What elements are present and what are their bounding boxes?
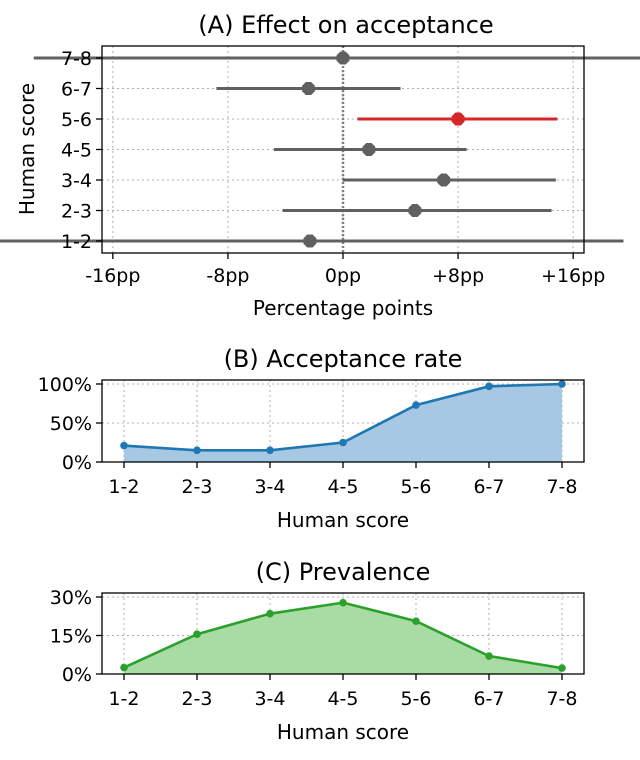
panel-b-xtick-label: 2-3 xyxy=(181,476,212,498)
panel-a-ytick-label: 6-7 xyxy=(61,79,92,101)
panel-c-xtick-label: 1-2 xyxy=(108,688,139,710)
panel-b-xtick-label: 6-7 xyxy=(473,476,504,498)
panel-c-title: (C) Prevalence xyxy=(256,558,431,586)
panel-b-data-point xyxy=(120,441,128,450)
panel-b-data-point xyxy=(266,446,274,455)
panel-a-xtick-label: -16pp xyxy=(85,265,140,287)
panel-a-estimate-point xyxy=(302,82,315,95)
panel-a-ytick-label: 7-8 xyxy=(61,48,92,70)
panel-a-ylabel: Human score xyxy=(15,83,39,215)
panel-b-frame xyxy=(101,379,585,463)
panel-c-area-fill xyxy=(124,602,562,674)
panel-c-ytick-label: 30% xyxy=(50,587,92,609)
panel-a-xtick-label: +16pp xyxy=(541,265,605,287)
panel-a-xtick-label: -8pp xyxy=(206,265,249,287)
panel-c-data-point xyxy=(266,609,274,618)
panel-a-frame xyxy=(101,45,585,254)
panel-a-estimate-point xyxy=(437,173,451,187)
panel-b-xlabel: Human score xyxy=(277,508,409,532)
panel-a-ytick-label: 5-6 xyxy=(61,109,92,131)
panel-a-estimate-point xyxy=(303,234,317,248)
panel-c-area-chart: (C) Prevalence Human score 1-2 2-3 3-4 4-5 5… xyxy=(50,558,585,744)
panel-c-ytick-label: 15% xyxy=(50,626,92,648)
panel-b-xtick-label: 7-8 xyxy=(546,476,577,498)
panel-a-ytick-label: 4-5 xyxy=(61,140,92,162)
panel-b-data-point xyxy=(485,382,493,391)
panel-c-data-point xyxy=(558,664,566,672)
panel-c-data-point xyxy=(339,598,347,607)
panel-a-ytick-label: 3-4 xyxy=(61,170,92,192)
panel-c-xtick-label: 6-7 xyxy=(473,688,504,710)
panel-b-data-point xyxy=(412,401,420,409)
panel-a-xtick-label: 0pp xyxy=(325,265,361,287)
panel-a-forest-plot: (A) Effect on acceptance Human score Per… xyxy=(0,11,640,320)
panel-c-xtick-label: 3-4 xyxy=(254,688,285,710)
panel-b-area-fill xyxy=(124,384,562,462)
panel-a-estimate-point xyxy=(336,51,350,65)
panel-b-ytick-label: 0% xyxy=(62,452,92,474)
panel-a-estimate-point xyxy=(451,112,465,126)
panel-c-xlabel: Human score xyxy=(277,720,409,744)
panel-b-data-point xyxy=(193,446,201,455)
panel-c-frame xyxy=(101,592,585,675)
panel-c-data-point xyxy=(485,652,493,660)
panel-b-xtick-label: 3-4 xyxy=(254,476,285,498)
panel-b-ytick-label: 100% xyxy=(38,374,92,396)
panel-c-ytick-label: 0% xyxy=(62,664,92,686)
panel-c-xtick-label: 2-3 xyxy=(181,688,212,710)
panel-b-xtick-label: 1-2 xyxy=(108,476,139,498)
panel-b-xtick-label: 4-5 xyxy=(327,476,358,498)
panel-b-title: (B) Acceptance rate xyxy=(224,345,463,373)
panel-a-ytick-label: 1-2 xyxy=(61,231,92,253)
panel-c-data-point xyxy=(193,630,201,639)
panel-b-area-chart: (B) Acceptance rate Human score 1-2 2-3 3-… xyxy=(38,345,585,532)
panel-c-xtick-label: 5-6 xyxy=(400,688,431,710)
panel-a-title: (A) Effect on acceptance xyxy=(198,11,493,39)
panel-b-xtick-label: 5-6 xyxy=(400,476,431,498)
panel-c-xtick-label: 7-8 xyxy=(546,688,577,710)
panel-c-data-point xyxy=(120,663,128,672)
panel-a-xtick-label: +8pp xyxy=(432,265,484,287)
panel-a-ytick-label: 2-3 xyxy=(61,201,92,223)
panel-b-data-point xyxy=(339,438,347,447)
panel-a-xlabel: Percentage points xyxy=(253,296,433,320)
panel-b-data-point xyxy=(558,380,566,388)
panel-a-estimate-point xyxy=(362,143,376,156)
panel-a-estimate-point xyxy=(408,204,422,217)
panel-b-ytick-label: 50% xyxy=(50,413,92,435)
panel-c-data-point xyxy=(412,617,420,625)
panel-c-xtick-label: 4-5 xyxy=(327,688,358,710)
